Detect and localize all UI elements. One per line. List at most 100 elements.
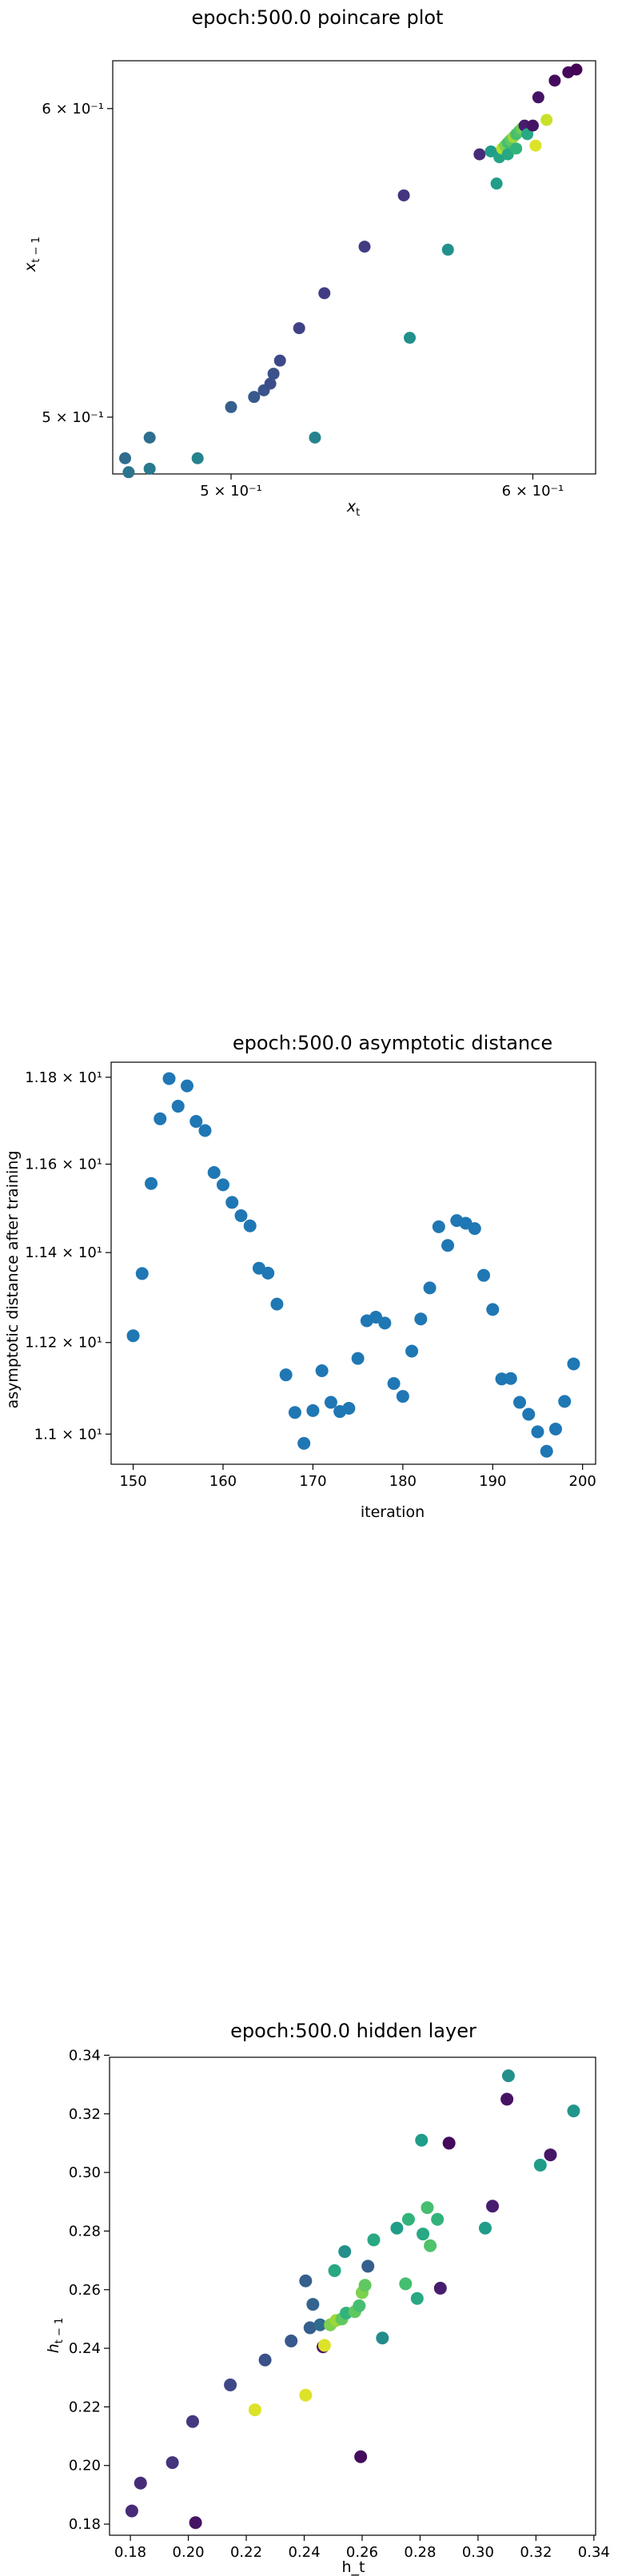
x-axis-label: h_t	[342, 2558, 365, 2576]
scatter-point	[501, 148, 514, 161]
plot-area: 0.18 0.20 0.22 0.24 0.26 0.28 0.30 0.32 0.34 0.18…	[69, 2047, 610, 2561]
scatter-point	[501, 2069, 515, 2083]
x-tick-label: 6 × 10⁻¹	[502, 483, 564, 500]
scatter-point	[264, 377, 277, 390]
y-tick-label: 1.18 × 10¹	[25, 1069, 102, 1086]
x-tick-label: 0.26	[346, 2544, 378, 2561]
scatter-point	[399, 2277, 413, 2291]
scatter-point	[285, 2334, 298, 2347]
scatter-point	[531, 1425, 544, 1439]
scatter-point	[532, 91, 544, 104]
scatter-point	[540, 1444, 553, 1458]
scatter-point	[185, 2415, 199, 2428]
scatter-point	[358, 241, 371, 253]
x-tick-label: 190	[479, 1473, 506, 1490]
scatter-point	[261, 1266, 275, 1280]
scatter-point	[424, 2239, 437, 2252]
scatter-point	[431, 2212, 445, 2226]
scatter-point	[154, 1112, 167, 1125]
scatter-point	[207, 1165, 221, 1179]
scatter-point	[258, 2353, 272, 2367]
scatter-point	[397, 189, 410, 201]
scatter-point	[522, 1407, 536, 1421]
scatter-point	[500, 2092, 514, 2106]
poincare-plot-chart: epoch:500.0 poincare plot xt − 1 xt 5 × …	[22, 6, 596, 519]
asymptotic-distance-chart: epoch:500.0 asymptotic distance asymptot…	[4, 1032, 596, 1519]
scatter-point	[433, 2281, 447, 2295]
scatter-point	[299, 2388, 313, 2402]
scatter-point	[234, 1209, 248, 1223]
scatter-point	[248, 391, 261, 404]
scatter-point	[181, 1079, 194, 1093]
y-tick-label: 0.28	[69, 2223, 101, 2240]
scatter-point	[390, 2221, 404, 2235]
svg-text:xt: xt	[346, 498, 360, 519]
scatter-point	[544, 2148, 557, 2162]
scatter-point	[309, 432, 321, 444]
scatter-point	[143, 432, 156, 444]
scatter-point	[288, 1406, 301, 1419]
scatter-point	[270, 1297, 284, 1311]
scatter-point	[490, 177, 503, 190]
scatter-point	[328, 2263, 341, 2277]
scatter-point	[432, 1220, 445, 1233]
scatter-point	[313, 2318, 327, 2331]
x-tick-label: 180	[389, 1473, 417, 1490]
x-tick-label: 170	[299, 1473, 326, 1490]
scatter-point	[567, 1357, 580, 1371]
scatter-point	[317, 2339, 331, 2352]
scatter-point	[134, 2476, 147, 2490]
scatter-point	[224, 2378, 237, 2391]
x-tick-label: 0.22	[230, 2544, 262, 2561]
scatter-point	[135, 1267, 149, 1280]
x-tick-label: 0.28	[404, 2544, 436, 2561]
scatter-point	[473, 148, 486, 161]
scatter-point	[165, 2456, 179, 2470]
scatter-point	[548, 1422, 562, 1435]
y-tick-label: 5 × 10⁻¹	[42, 409, 104, 426]
scatter-point	[548, 74, 561, 87]
y-tick-label: 1.14 × 10¹	[25, 1244, 102, 1261]
scatter-point	[293, 322, 305, 335]
scatter-point	[486, 1303, 500, 1316]
scatter-point	[558, 1395, 572, 1408]
plot-frame	[112, 60, 596, 475]
scatter-point	[273, 354, 286, 367]
scatter-point	[441, 243, 454, 256]
scatter-point	[570, 63, 583, 76]
scatter-point	[423, 1281, 437, 1295]
scatter-point	[318, 287, 331, 300]
scatter-point	[354, 2450, 368, 2463]
y-axis-label: xt − 1	[22, 237, 42, 273]
scatter-point	[533, 2158, 547, 2172]
scatter-point	[324, 1395, 337, 1409]
scatter-point	[415, 2133, 429, 2147]
y-tick-label: 1.16 × 10¹	[25, 1157, 102, 1173]
scatter-point	[306, 2298, 320, 2311]
x-tick-label: 160	[209, 1473, 237, 1490]
scatter-point	[225, 1196, 239, 1209]
scatter-point	[378, 1316, 392, 1330]
y-tick-label: 0.20	[69, 2458, 101, 2474]
x-tick-label: 0.34	[578, 2544, 610, 2561]
scatter-point	[162, 1072, 176, 1085]
scatter-point	[338, 2245, 352, 2259]
scatter-point	[248, 2403, 261, 2417]
y-tick-label: 0.22	[69, 2399, 101, 2415]
plot-area: 150 160 170 180 190 200 1.1 × 10¹ 1.12 × 10¹ 1.1…	[25, 1061, 596, 1490]
x-axis-label: xt	[346, 498, 360, 519]
scatter-point	[477, 1268, 491, 1282]
scatter-point	[387, 1377, 401, 1391]
scatter-point	[315, 1364, 329, 1378]
scatter-point	[442, 2136, 456, 2150]
scatter-point	[171, 1100, 185, 1113]
scatter-point	[376, 2331, 389, 2345]
scatter-point	[303, 2321, 317, 2335]
y-tick-label: 1.1 × 10¹	[34, 1426, 102, 1443]
scatter-point	[414, 1312, 428, 1326]
x-tick-label: 5 × 10⁻¹	[200, 483, 262, 500]
scatter-point	[225, 400, 237, 413]
y-tick-label: 1.12 × 10¹	[25, 1335, 102, 1352]
scatter-point	[486, 2200, 500, 2213]
scatter-point	[125, 2504, 138, 2518]
